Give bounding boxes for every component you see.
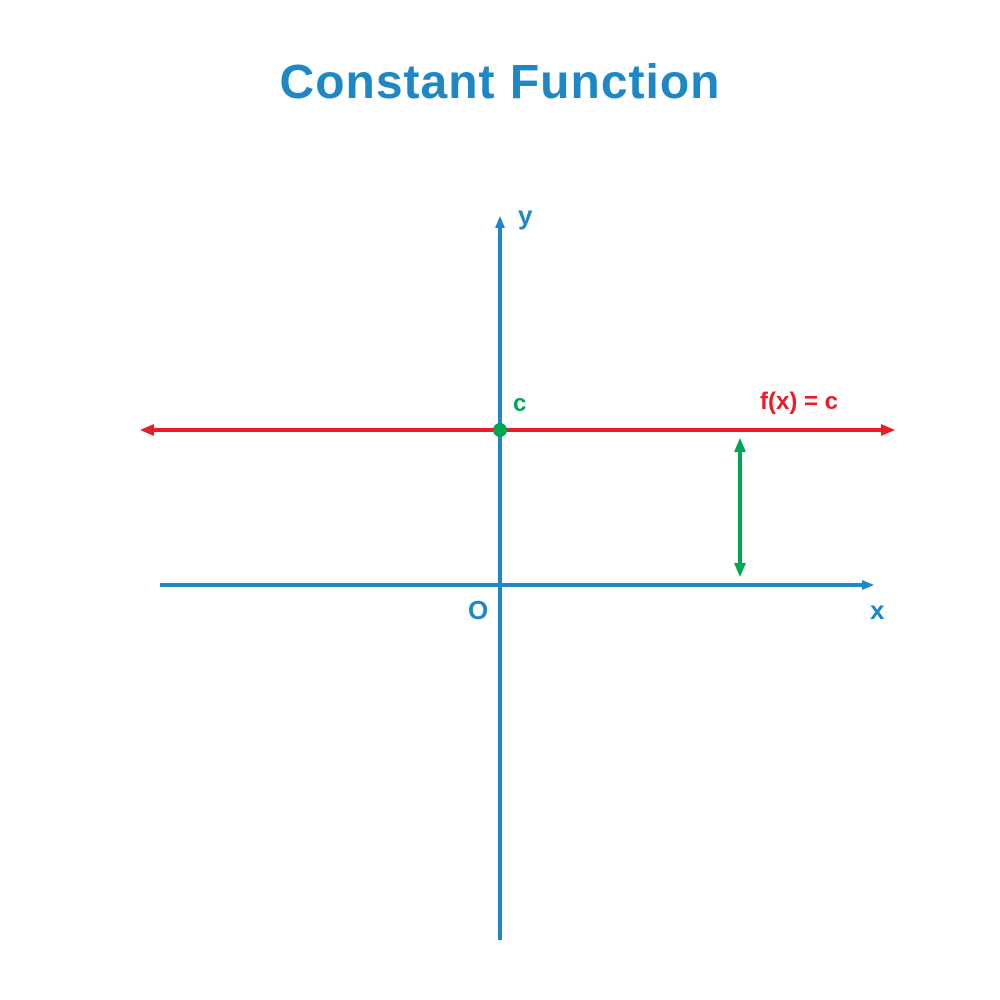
function-label: f(x) = c bbox=[760, 388, 838, 416]
constant-function-chart: y x O c f(x) = c bbox=[100, 200, 900, 950]
chart-svg bbox=[100, 200, 900, 950]
intercept-point bbox=[493, 423, 507, 437]
page-title: Constant Function bbox=[0, 55, 1000, 110]
x-axis-label: x bbox=[870, 595, 884, 626]
intercept-label: c bbox=[513, 390, 526, 418]
y-axis-label: y bbox=[518, 200, 532, 231]
origin-label: O bbox=[468, 595, 488, 626]
title-text: Constant Function bbox=[280, 56, 721, 109]
